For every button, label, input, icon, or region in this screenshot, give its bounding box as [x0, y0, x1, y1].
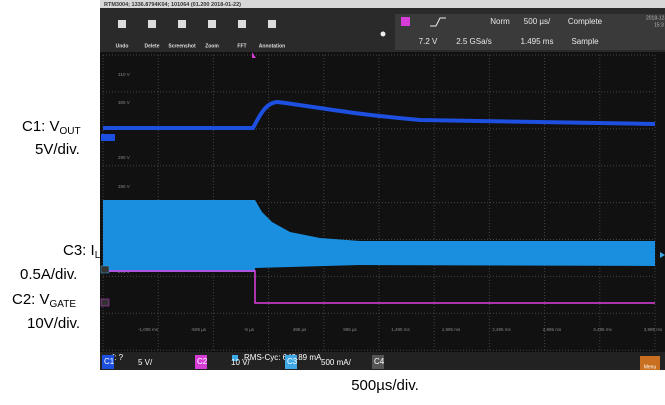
- date: 2018-12-1: [646, 15, 665, 21]
- c3-scale: 0.5A/div.: [20, 266, 77, 283]
- toolbar-button-label[interactable]: Undo: [116, 43, 129, 49]
- toolbar-icon[interactable]: [268, 20, 276, 28]
- y-grid-label: 280 V: [118, 184, 130, 189]
- c1-label-sub: OUT: [60, 126, 81, 137]
- x-grid-label: 1,995 ms: [442, 327, 461, 332]
- c1-scale: 5V/div.: [35, 141, 80, 158]
- c2-label: C2: VGATE: [12, 291, 76, 310]
- status-field: 2.5 GSa/s: [456, 37, 492, 46]
- c1-label: C1: VOUT: [22, 118, 81, 137]
- status-field: Norm: [490, 17, 510, 26]
- toolbar-button-label[interactable]: FFT: [237, 43, 246, 49]
- channel-scale[interactable]: 10 V/: [231, 358, 250, 367]
- x-grid-label: 2,995 ms: [543, 327, 562, 332]
- title-text: RTM3004; 1336.8794K04; 101064 (01.200 20…: [104, 2, 241, 8]
- x-grid-label: 3,495 ms: [593, 327, 612, 332]
- menu-label[interactable]: Menu: [644, 364, 657, 370]
- channel-scale[interactable]: 500 mA/: [321, 358, 352, 367]
- status-field: Complete: [568, 17, 603, 26]
- c2-label-sub: GATE: [50, 299, 77, 310]
- menu-dot: [381, 32, 386, 37]
- c3-marker: [101, 266, 109, 273]
- channel-scale[interactable]: 5 V/: [138, 358, 153, 367]
- c2-scale: 10V/div.: [27, 315, 80, 332]
- c1-marker: [101, 134, 115, 141]
- toolbar-icon[interactable]: [238, 20, 246, 28]
- y-grid-label: 310 V: [118, 72, 130, 77]
- toolbar-icon[interactable]: [178, 20, 186, 28]
- toolbar-button-label[interactable]: Zoom: [205, 43, 219, 49]
- channel-name[interactable]: C2: [197, 357, 208, 366]
- x-grid-label: 1,495 ms: [391, 327, 410, 332]
- status-field: 7.2 V: [419, 37, 438, 46]
- toolbar-icon[interactable]: [208, 20, 216, 28]
- c1-label-main: C1: V: [22, 118, 60, 135]
- channel-name[interactable]: C4: [374, 357, 385, 366]
- status-field: 1.495 ms: [521, 37, 554, 46]
- page: C1: VOUT 5V/div. C3: IL 0.5A/div. C2: VG…: [0, 0, 665, 400]
- toolbar-icon[interactable]: [118, 20, 126, 28]
- c3-label: C3: IL: [63, 242, 101, 261]
- toolbar-icon[interactable]: [148, 20, 156, 28]
- x-grid-label: 995 µs: [343, 327, 357, 332]
- x-grid-label: -505 µs: [191, 327, 207, 332]
- y-grid-label: 300 V: [118, 100, 130, 105]
- channel-name[interactable]: C1: [104, 357, 115, 366]
- x-grid-label: 3,995 ms: [644, 327, 663, 332]
- trigger-source: [401, 17, 410, 26]
- measure: RMS-Cyc: 649.89 mA: [244, 353, 322, 362]
- caption: 500µs/div.: [351, 377, 419, 394]
- toolbar-button-label[interactable]: Delete: [144, 43, 159, 49]
- x-grid-label: -1,005 ms: [138, 327, 159, 332]
- status-field: 500 µs/: [524, 17, 551, 26]
- toolbar-button-label[interactable]: Annotation: [259, 43, 285, 49]
- c3-label-main: C3: I: [63, 242, 95, 259]
- time: 15:3: [654, 22, 664, 28]
- x-grid-label: 495 µs: [293, 327, 307, 332]
- c2-marker: [101, 299, 109, 306]
- status-field: Sample: [571, 37, 599, 46]
- toolbar-button-label[interactable]: Screenshot: [168, 43, 196, 49]
- c3-label-sub: L: [95, 250, 101, 261]
- channel-name[interactable]: C3: [287, 357, 298, 366]
- x-grid-label: 2,495 ms: [492, 327, 511, 332]
- x-grid-label: -5 µs: [244, 327, 255, 332]
- c2-label-main: C2: V: [12, 291, 50, 308]
- y-grid-label: 290 V: [118, 155, 130, 160]
